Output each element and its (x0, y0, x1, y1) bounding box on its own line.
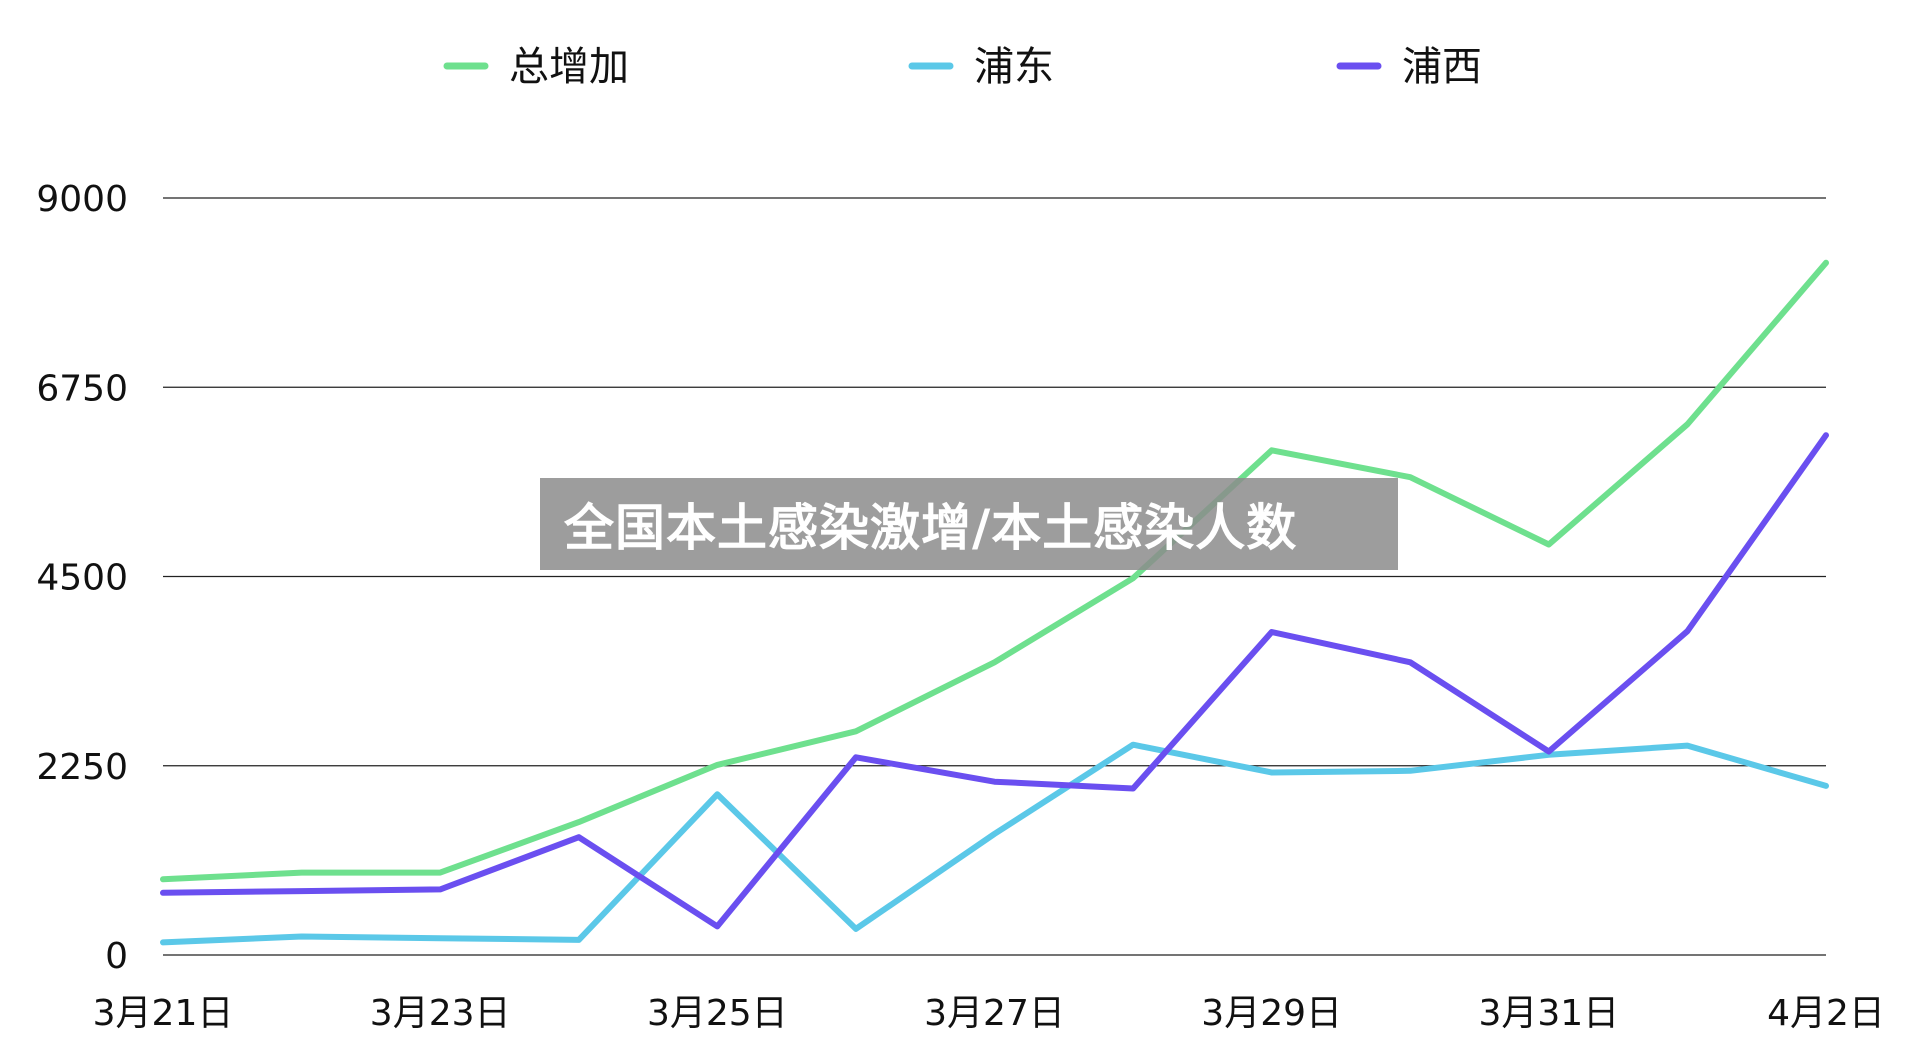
data-point (855, 756, 857, 758)
data-point (994, 781, 995, 783)
data-point (1132, 744, 1134, 746)
data-point (578, 836, 580, 838)
data-point (301, 890, 303, 892)
legend-label: 浦西 (1402, 44, 1482, 90)
data-point (716, 925, 718, 927)
gridlines (163, 197, 1826, 956)
data-point (1825, 434, 1827, 436)
y-tick-label: 4500 (36, 558, 128, 599)
series-line-2 (160, 741, 1829, 946)
series-line-1 (160, 259, 1829, 883)
data-point (439, 888, 441, 890)
data-point (162, 892, 164, 894)
x-tick-label: 3月23日 (370, 993, 511, 1034)
y-tick-label: 9000 (36, 179, 128, 220)
data-point (1686, 745, 1688, 747)
x-tick-label: 3月29日 (1201, 993, 1342, 1034)
data-point (994, 833, 995, 835)
legend-label: 总增加 (509, 44, 629, 90)
data-point (578, 821, 580, 823)
data-point (1686, 423, 1688, 425)
data-point (578, 939, 580, 941)
data-point (1825, 785, 1827, 787)
chart-title: 全国本土感染激增/本土感染人数 (564, 499, 1298, 557)
data-point (301, 935, 303, 937)
data-point (1271, 771, 1273, 773)
data-point (716, 764, 718, 766)
data-point (439, 872, 441, 874)
data-point (1132, 787, 1134, 789)
x-tick-label: 3月31日 (1478, 993, 1619, 1034)
x-tick-label: 3月27日 (924, 993, 1065, 1034)
x-axis-ticks: 3月21日 3月23日 3月25日 3月27日 3月29日 3月31日 4月2日 (93, 993, 1885, 1034)
data-point (162, 878, 164, 880)
x-tick-label: 3月25日 (647, 993, 788, 1034)
data-point (1548, 750, 1550, 752)
data-point (1271, 631, 1273, 633)
data-point (855, 928, 857, 930)
y-tick-label: 0 (105, 936, 128, 977)
y-tick-label: 2250 (36, 747, 128, 788)
data-point (1132, 577, 1134, 579)
data-point (439, 937, 441, 939)
legend-label: 浦东 (974, 44, 1054, 90)
data-point (994, 661, 995, 663)
data-point (1686, 630, 1688, 632)
data-point (1409, 661, 1411, 663)
y-axis-ticks: 0 2250 4500 6750 9000 (36, 179, 128, 977)
data-point (1548, 754, 1550, 756)
data-point (1409, 770, 1411, 772)
data-point (1548, 544, 1550, 546)
x-tick-label: 4月2日 (1767, 993, 1885, 1034)
chart-title-banner: 全国本土感染激增/本土感染人数 (540, 478, 1398, 570)
data-point (162, 941, 164, 943)
legend: 总增加 浦东 浦西 (443, 44, 1482, 90)
y-tick-label: 6750 (36, 368, 128, 409)
data-point (301, 872, 303, 874)
data-point (716, 793, 718, 795)
data-point (855, 730, 857, 732)
x-tick-label: 3月21日 (93, 993, 234, 1034)
series-lines (160, 259, 1829, 946)
data-point (1409, 476, 1411, 478)
data-point (1825, 262, 1827, 264)
data-point (1271, 449, 1273, 451)
